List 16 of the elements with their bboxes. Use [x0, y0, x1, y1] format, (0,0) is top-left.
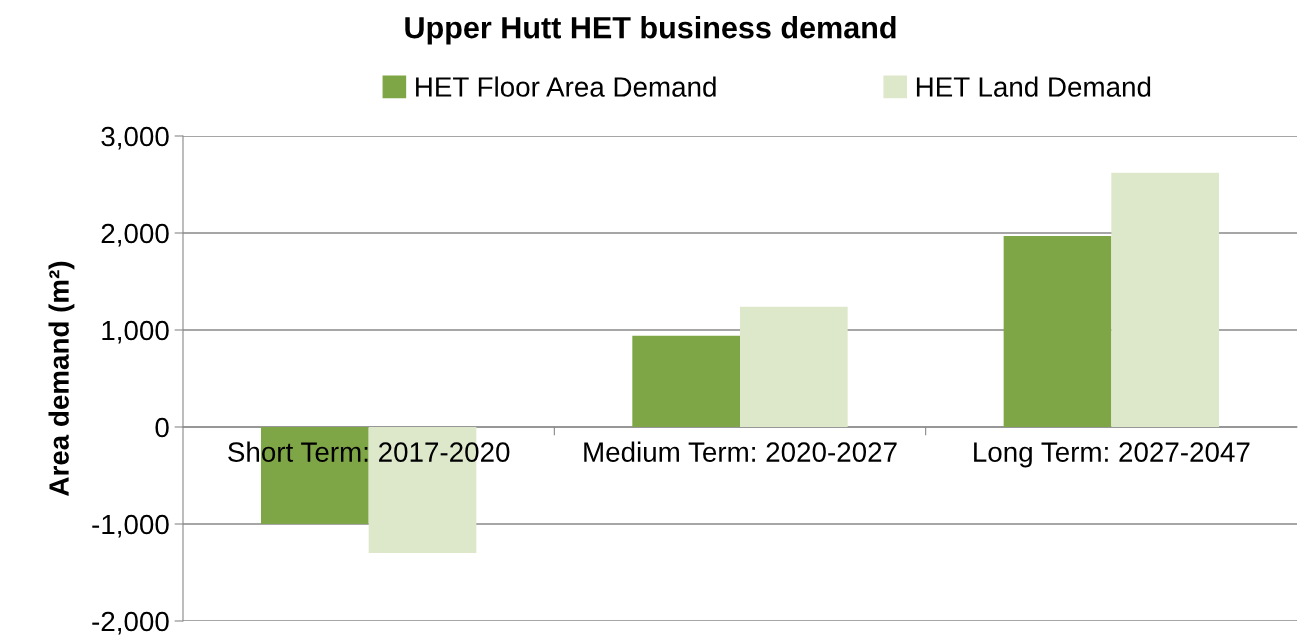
- legend-label: HET Land Demand: [916, 76, 1151, 97]
- bar: [1003, 235, 1112, 427]
- bar: [632, 335, 740, 427]
- y-tick-label: -2,000: [92, 611, 169, 635]
- y-tick-label: -1,000: [92, 514, 169, 538]
- x-tick-label: Long Term: 2027-2047: [974, 442, 1250, 468]
- x-tick-label: Medium Term: 2020-2027: [584, 441, 897, 462]
- y-tick-label: 0: [155, 417, 169, 438]
- y-tick-label: 3,000: [101, 126, 169, 150]
- bar: [740, 306, 848, 427]
- bar: [1111, 172, 1220, 427]
- y-axis-title: Area demand (m²): [48, 261, 75, 496]
- y-tick-label: 1,000: [102, 320, 169, 344]
- chart-title: Upper Hutt HET business demand: [405, 16, 896, 45]
- y-tick-label: 2,000: [101, 223, 169, 247]
- legend-label: HET Floor Area Demand: [416, 76, 716, 97]
